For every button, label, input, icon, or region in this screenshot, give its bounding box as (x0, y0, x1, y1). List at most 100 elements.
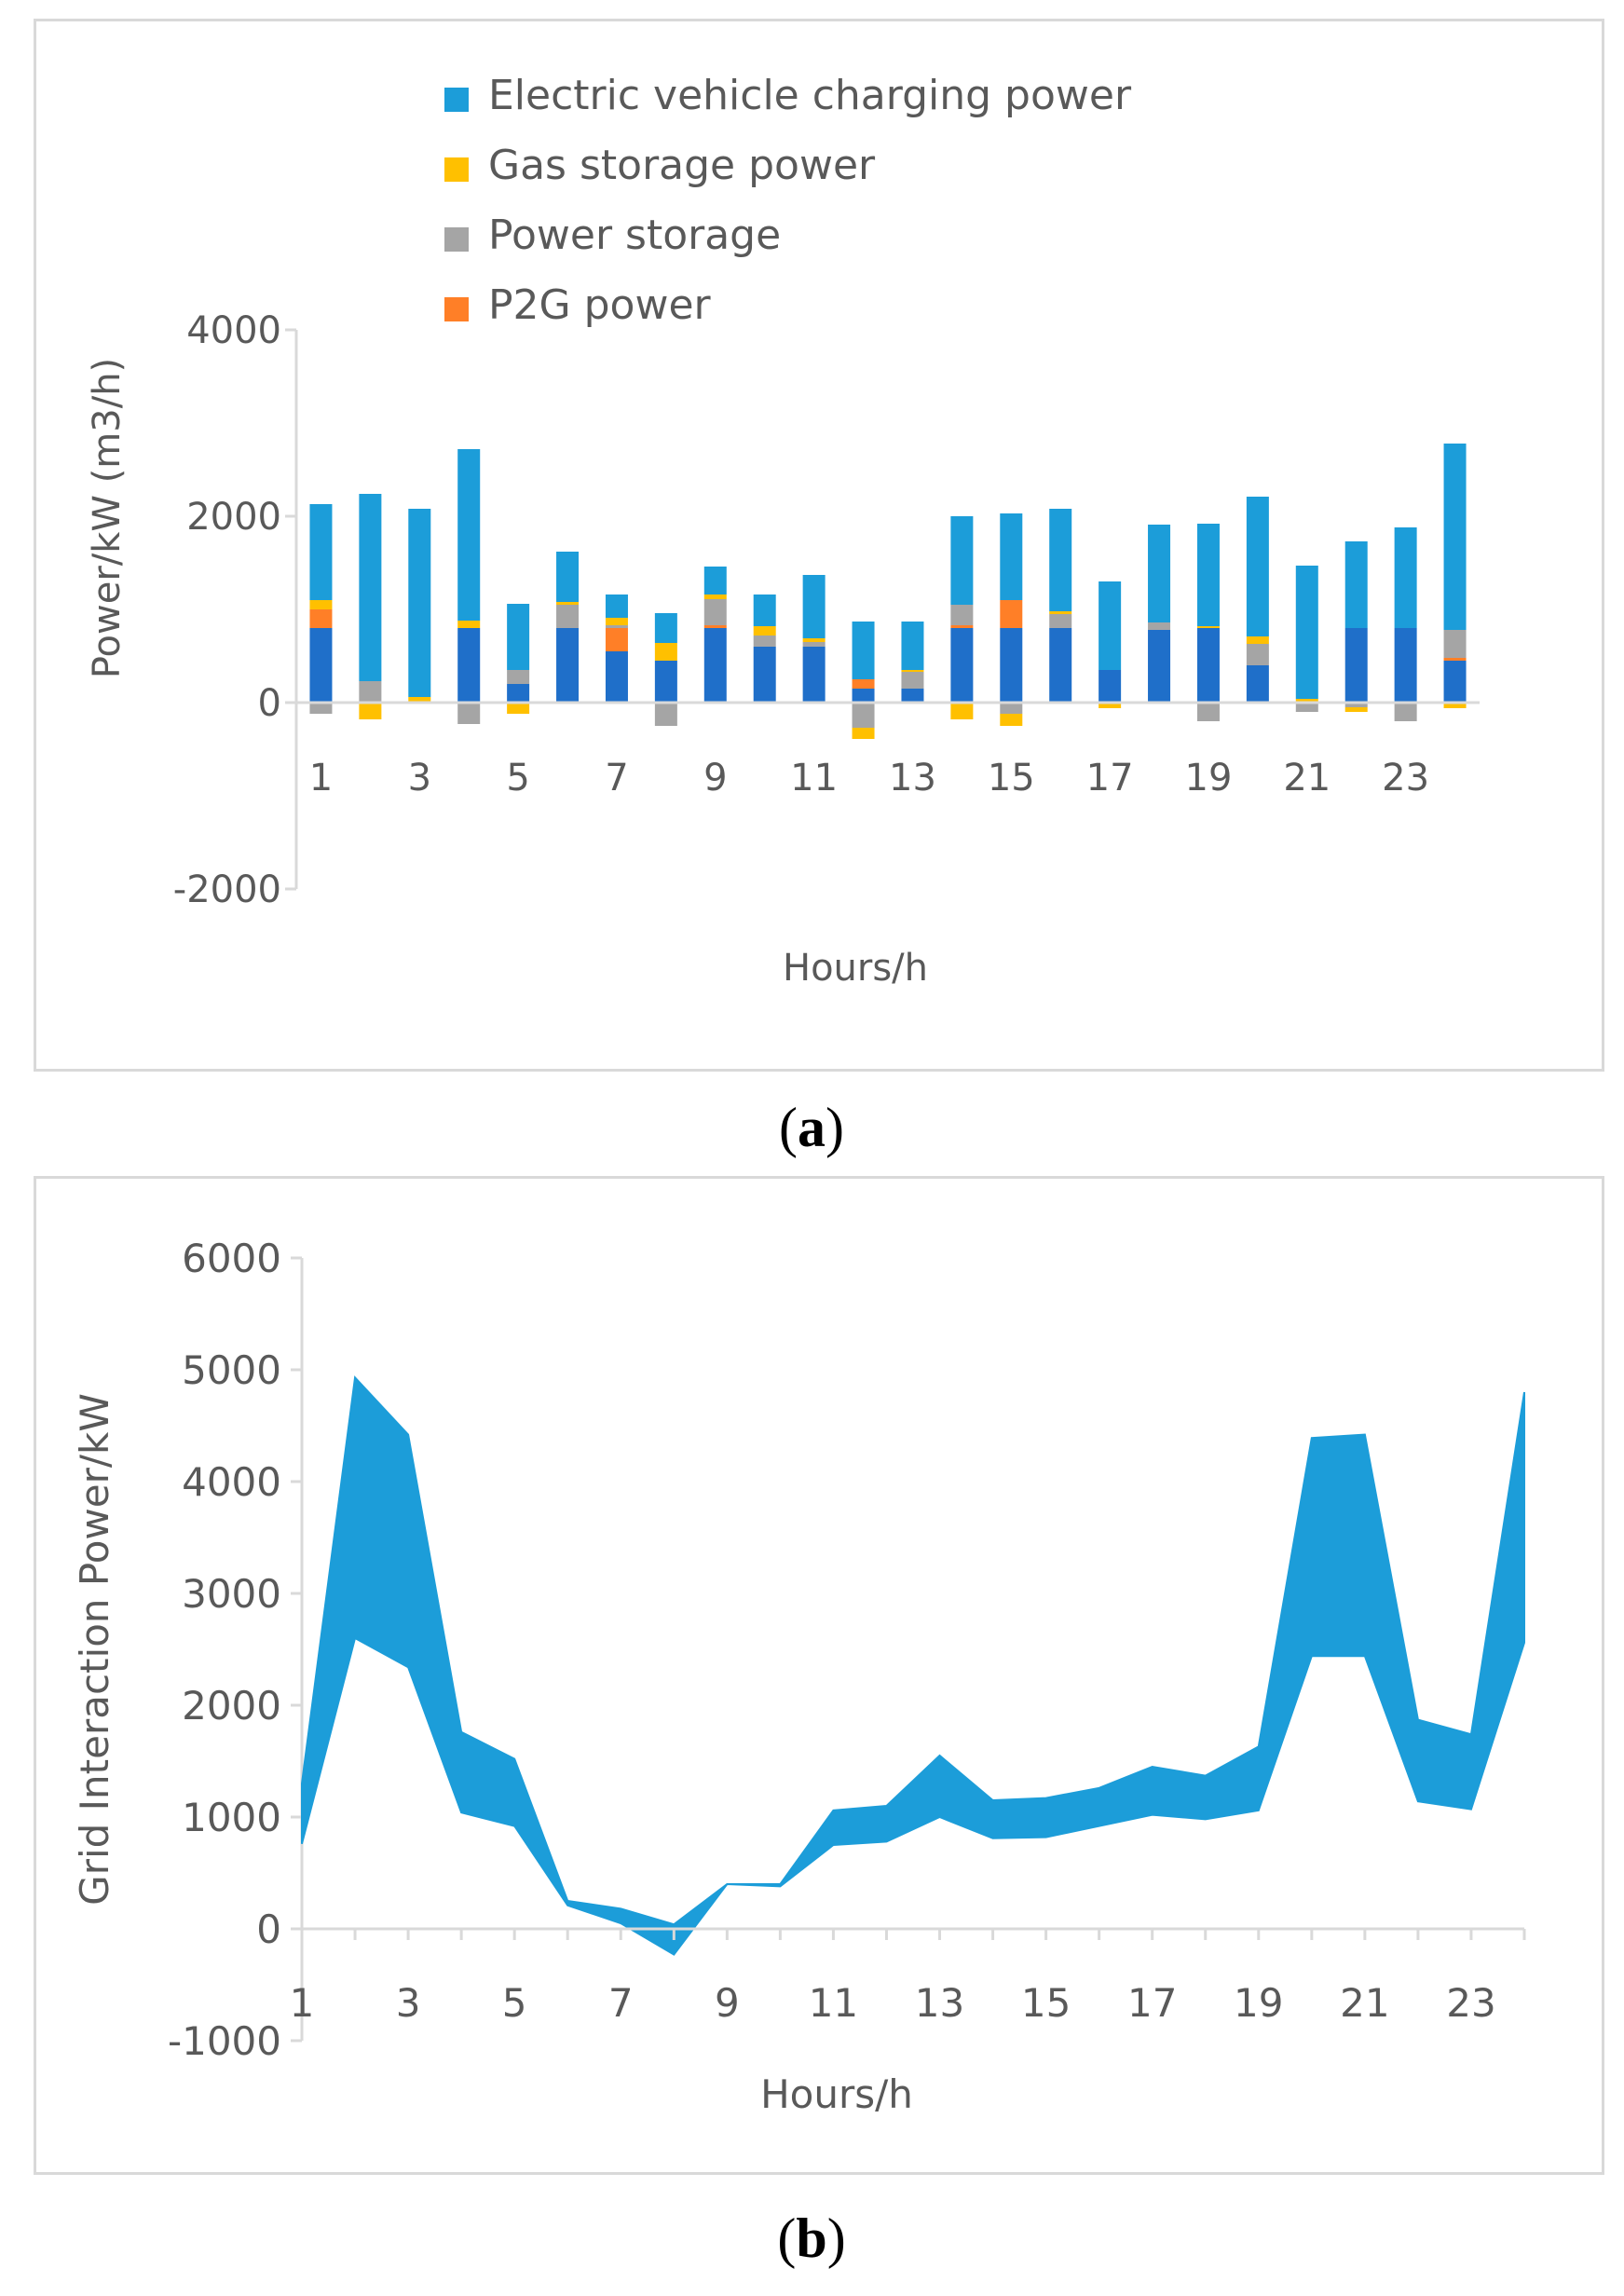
bar-segment (507, 684, 530, 703)
y-tick-label: -1000 (168, 2018, 281, 2064)
chart-panel-a (34, 19, 1604, 1072)
bar-segment (852, 679, 875, 689)
bar-segment (1344, 703, 1368, 707)
legend-swatch (444, 88, 469, 112)
y-axis-label: Grid Interaction Power/kW (72, 1393, 117, 1906)
bar-segment (802, 638, 826, 642)
bar-segment (753, 647, 776, 703)
grid-interaction-band (301, 1375, 1525, 1956)
caption-b: (b) (777, 2207, 846, 2269)
bar-segment (1443, 703, 1467, 708)
x-tick-label: 19 (1234, 1980, 1283, 2026)
bar-segment (852, 728, 875, 739)
bar-segment (1049, 628, 1072, 703)
chart-panel-b (34, 1176, 1604, 2175)
bar-segment (901, 689, 924, 703)
bar-segment (556, 552, 580, 602)
x-axis-label: Hours/h (760, 2071, 913, 2117)
bar-segment (605, 594, 628, 618)
bar-segment (309, 628, 333, 703)
bar-segment (703, 567, 727, 594)
caption-a: (a) (779, 1097, 844, 1158)
bar-segment (901, 672, 924, 689)
x-tick-label: 15 (1021, 1980, 1071, 2026)
bar-segment (457, 703, 481, 724)
bar-segment (950, 625, 974, 628)
legend-swatch (444, 297, 469, 321)
bar-segment (309, 703, 333, 714)
bar-segment (1196, 524, 1220, 626)
bar-segment (802, 575, 826, 638)
bar-segment (852, 703, 875, 728)
bar-segment (1344, 541, 1368, 628)
bar-segment (1295, 566, 1318, 699)
y-tick-label: 3000 (182, 1571, 281, 1617)
bar-segment (507, 604, 530, 670)
bar-segment (309, 504, 333, 600)
x-tick-label: 3 (396, 1980, 421, 2026)
bar-segment (1099, 670, 1122, 703)
bar-segment (605, 625, 628, 628)
x-tick-label: 1 (290, 1980, 315, 2026)
bar-segment (950, 605, 974, 625)
legend-label: Power storage (488, 212, 781, 259)
bar-segment (901, 622, 924, 670)
bar-segment (1148, 525, 1171, 622)
bar-segment (605, 618, 628, 625)
bar-segment (1000, 703, 1023, 714)
bar-segment (309, 600, 333, 609)
bar-segment (1246, 636, 1269, 644)
bar-segment (457, 449, 481, 621)
bar-segment (1344, 707, 1368, 712)
x-tick-label: 23 (1446, 1980, 1495, 2026)
y-tick-label: 0 (256, 1906, 281, 1952)
bar-segment (802, 647, 826, 703)
x-tick-label: 5 (502, 1980, 527, 2026)
x-tick-label: 21 (1340, 1980, 1389, 2026)
bar-segment (359, 681, 382, 703)
legend-swatch (444, 157, 469, 182)
legend-swatch (444, 227, 469, 252)
bar-segment (556, 605, 580, 628)
bar-segment (1196, 628, 1220, 703)
bar-segment (1344, 628, 1368, 703)
bar-segment (1295, 703, 1318, 712)
bar-segment (1246, 644, 1269, 665)
bar-segment (950, 628, 974, 703)
bar-segment (556, 628, 580, 703)
bar-segment (1394, 703, 1417, 721)
x-tick-label: 3 (408, 757, 431, 800)
y-tick-label: 4000 (182, 1459, 281, 1505)
bar-segment (408, 509, 431, 697)
bar-segment (1148, 622, 1171, 630)
bar-segment (1049, 509, 1072, 611)
bar-segment (1394, 527, 1417, 628)
x-tick-label: 15 (988, 757, 1035, 800)
bar-segment (1394, 628, 1417, 703)
bar-segment (901, 670, 924, 672)
x-axis-label: Hours/h (783, 947, 928, 990)
bar-segment (1099, 581, 1122, 670)
bar-segment (1000, 600, 1023, 628)
bar-segment (654, 703, 677, 726)
bar-segment (950, 516, 974, 605)
x-tick-label: 21 (1283, 757, 1331, 800)
x-tick-label: 23 (1382, 757, 1429, 800)
y-tick-label: -2000 (173, 868, 281, 911)
bar-segment (1049, 611, 1072, 614)
bar-segment (654, 643, 677, 661)
y-tick-label: 5000 (182, 1347, 281, 1393)
bar-segment (950, 703, 974, 719)
y-tick-label: 2000 (186, 496, 281, 539)
y-tick-label: 6000 (182, 1236, 281, 1281)
bar-segment (408, 697, 431, 703)
bar-segment (654, 613, 677, 643)
x-tick-label: 5 (506, 757, 529, 800)
y-axis-label: Power/kW (m3/h) (86, 358, 129, 678)
bar-segment (852, 622, 875, 679)
x-tick-label: 11 (790, 757, 838, 800)
bar-segment (753, 636, 776, 647)
bar-segment (457, 621, 481, 628)
x-tick-label: 7 (605, 757, 628, 800)
